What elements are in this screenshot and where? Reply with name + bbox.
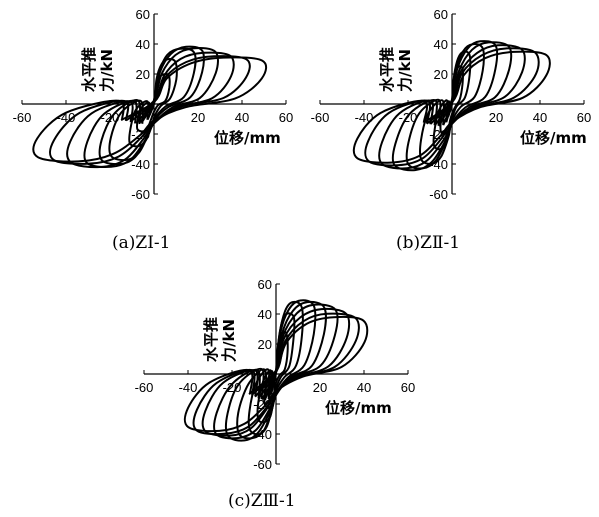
- hysteresis-loop: [432, 50, 472, 151]
- y-tick-label: 20: [434, 67, 448, 82]
- hysteresis-loop: [247, 300, 304, 436]
- x-tick-label: 60: [401, 380, 415, 395]
- y-tick-label: -60: [131, 187, 150, 202]
- y-tick-label: -60: [429, 187, 448, 202]
- y-tick-label: -60: [253, 457, 272, 472]
- hysteresis-loop: [83, 46, 219, 169]
- y-tick-label: 40: [258, 307, 272, 322]
- x-axis-label: 位移/mm: [325, 399, 392, 417]
- hysteresis-loop: [236, 299, 317, 440]
- hysteresis-loop: [98, 45, 205, 166]
- y-tick-label: 40: [136, 37, 150, 52]
- x-axis-label: 位移/mm: [520, 129, 587, 147]
- hysteresis-loop: [352, 50, 551, 164]
- x-axis-label: 位移/mm: [214, 129, 281, 147]
- x-tick-label: 40: [533, 110, 547, 125]
- hysteresis-loop: [108, 47, 197, 162]
- hysteresis-loop: [32, 56, 268, 163]
- x-tick-label: -40: [179, 380, 198, 395]
- x-tick-label: -40: [57, 110, 76, 125]
- y-tick-label: 40: [434, 37, 448, 52]
- chart-panel-3: -60 -40 -20 20 40 60604020-20-40-60水平推力/kN位移/…: [135, 277, 416, 511]
- y-tick-label: 60: [434, 7, 448, 22]
- x-tick-label: 20: [313, 380, 327, 395]
- chart-panel-2: -60 -40 -20 20 40 60604020-20-40-60水平推力/kN位移/…: [311, 7, 592, 253]
- chart-panel-1: -60 -40 -20 20 40 60604020-20-40-60水平推力/kN位移/…: [13, 7, 294, 253]
- hysteresis-loop: [419, 43, 485, 165]
- x-tick-label: 20: [191, 110, 205, 125]
- x-tick-label: -60: [13, 110, 32, 125]
- x-tick-label: 20: [489, 110, 503, 125]
- x-tick-label: 60: [279, 110, 293, 125]
- x-tick-label: 60: [577, 110, 591, 125]
- y-axis-label: 水平推力/kN: [80, 47, 116, 92]
- x-tick-label: -40: [355, 110, 374, 125]
- figure-caption: (a)ZⅠ-1: [112, 233, 171, 253]
- x-tick-label: 40: [357, 380, 371, 395]
- y-axis-label: 水平推力/kN: [378, 47, 414, 92]
- figure-caption: (b)ZⅡ-1: [396, 233, 460, 253]
- y-tick-label: -40: [253, 427, 272, 442]
- y-axis-label: 水平推力/kN: [202, 317, 238, 362]
- x-tick-label: 40: [235, 110, 249, 125]
- y-tick-label: 60: [258, 277, 272, 292]
- y-tick-label: 20: [136, 67, 150, 82]
- y-tick-label: 60: [136, 7, 150, 22]
- figure-caption: (c)ZⅢ-1: [228, 491, 296, 511]
- hysteresis-loop: [405, 40, 499, 170]
- x-tick-label: -60: [135, 380, 154, 395]
- y-tick-label: -40: [131, 157, 150, 172]
- x-tick-label: -60: [311, 110, 330, 125]
- hysteresis-loop: [183, 315, 369, 433]
- y-tick-label: 20: [258, 337, 272, 352]
